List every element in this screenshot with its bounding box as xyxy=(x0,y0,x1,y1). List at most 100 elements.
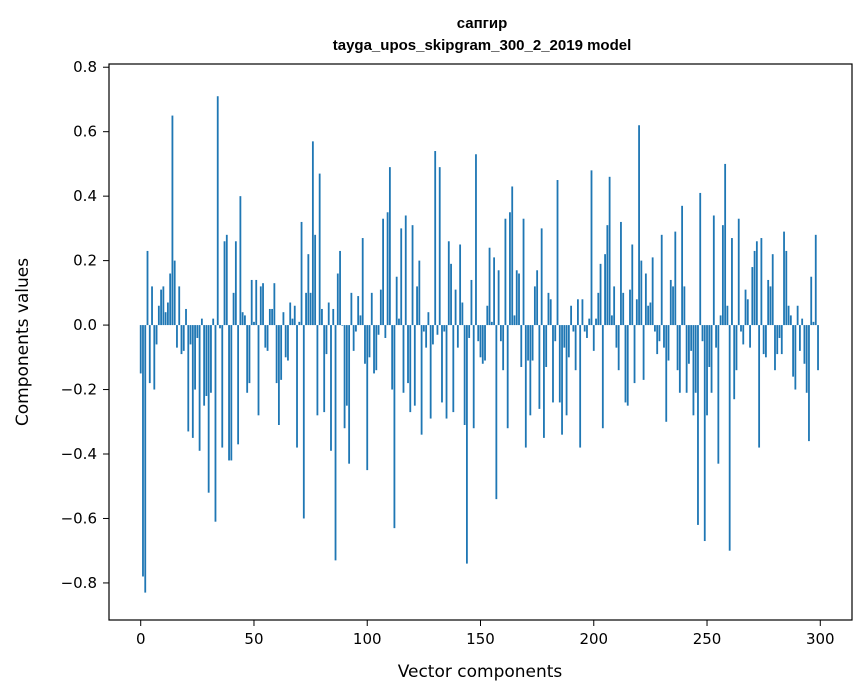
bar xyxy=(155,325,158,345)
bar xyxy=(767,279,770,326)
bar xyxy=(422,325,425,332)
bar xyxy=(348,325,351,464)
bar xyxy=(794,325,797,390)
bar xyxy=(216,96,219,326)
bar xyxy=(173,260,176,326)
x-tick-label: 200 xyxy=(579,630,608,648)
bar xyxy=(470,279,473,326)
bar xyxy=(456,325,459,348)
bar xyxy=(601,325,604,429)
bar xyxy=(314,234,317,326)
bar xyxy=(511,186,514,326)
bar xyxy=(663,325,665,348)
y-tick-label: −0.2 xyxy=(61,381,97,399)
bar xyxy=(151,286,153,326)
bar xyxy=(148,325,151,384)
bar xyxy=(345,325,348,406)
bar xyxy=(769,286,772,326)
bar xyxy=(688,325,690,364)
bar xyxy=(549,299,552,326)
bar xyxy=(225,234,228,326)
bar xyxy=(608,176,611,326)
bar xyxy=(765,325,767,358)
bar xyxy=(717,325,720,464)
bar xyxy=(388,167,391,326)
bar xyxy=(139,325,142,374)
bar xyxy=(284,325,287,358)
bar xyxy=(778,325,781,338)
bar xyxy=(515,270,518,326)
bar xyxy=(724,163,727,326)
y-tick-label: −0.6 xyxy=(61,509,97,527)
bar xyxy=(613,286,616,326)
bar xyxy=(690,325,693,351)
bar xyxy=(146,250,149,326)
x-tick-label: 50 xyxy=(244,630,263,648)
bar xyxy=(706,325,708,416)
bar xyxy=(248,325,251,384)
bar xyxy=(529,325,532,416)
bar xyxy=(531,325,534,361)
bar xyxy=(357,296,360,326)
y-tick-label: −0.4 xyxy=(61,445,97,463)
bar xyxy=(393,325,396,529)
bar xyxy=(262,283,264,326)
bar xyxy=(330,325,332,451)
bar xyxy=(214,325,217,522)
bar xyxy=(325,325,328,355)
bar xyxy=(606,225,609,326)
bar xyxy=(355,325,357,332)
bar xyxy=(733,325,736,400)
bar xyxy=(604,254,606,326)
bar xyxy=(699,192,702,326)
bar xyxy=(361,238,364,326)
bar xyxy=(796,305,799,326)
bar xyxy=(370,292,373,326)
bar xyxy=(144,325,147,593)
bar xyxy=(180,325,183,355)
bar xyxy=(563,325,566,348)
bar xyxy=(610,315,613,326)
bar xyxy=(341,325,344,326)
bar xyxy=(581,299,584,326)
bar xyxy=(758,325,761,448)
bar xyxy=(275,325,278,384)
y-axis-ticks: −0.8 −0.6 −0.4 −0.2 0.0 0.2 0.4 0.6 0.8 xyxy=(61,58,109,592)
chart-subtitle: tayga_upos_skipgram_300_2_2019 model xyxy=(333,37,632,54)
bar xyxy=(592,325,595,351)
bar xyxy=(509,212,511,326)
bar xyxy=(318,173,321,326)
bar xyxy=(665,325,668,422)
bar xyxy=(522,218,525,326)
bar xyxy=(755,241,758,326)
bar xyxy=(157,305,160,326)
bar xyxy=(302,325,305,519)
bar xyxy=(409,325,412,413)
bar xyxy=(595,318,597,326)
bar xyxy=(291,318,294,326)
bar xyxy=(142,325,144,577)
bar xyxy=(558,325,561,403)
bar xyxy=(678,325,681,393)
bar xyxy=(162,286,165,326)
bar xyxy=(774,325,776,371)
y-tick-label: 0.6 xyxy=(73,123,97,141)
bar xyxy=(565,325,568,416)
bar xyxy=(382,218,384,326)
bar xyxy=(692,325,695,416)
bar xyxy=(185,308,187,326)
bar xyxy=(656,325,659,355)
bar xyxy=(744,289,747,326)
bar xyxy=(753,250,756,326)
bar xyxy=(223,241,226,326)
bar xyxy=(194,325,196,390)
bar xyxy=(169,273,172,326)
bar xyxy=(697,325,699,525)
bar xyxy=(803,325,806,364)
bar xyxy=(792,325,795,377)
bar xyxy=(484,325,486,361)
bar xyxy=(615,325,618,348)
bar xyxy=(450,263,452,326)
bar xyxy=(339,250,341,326)
